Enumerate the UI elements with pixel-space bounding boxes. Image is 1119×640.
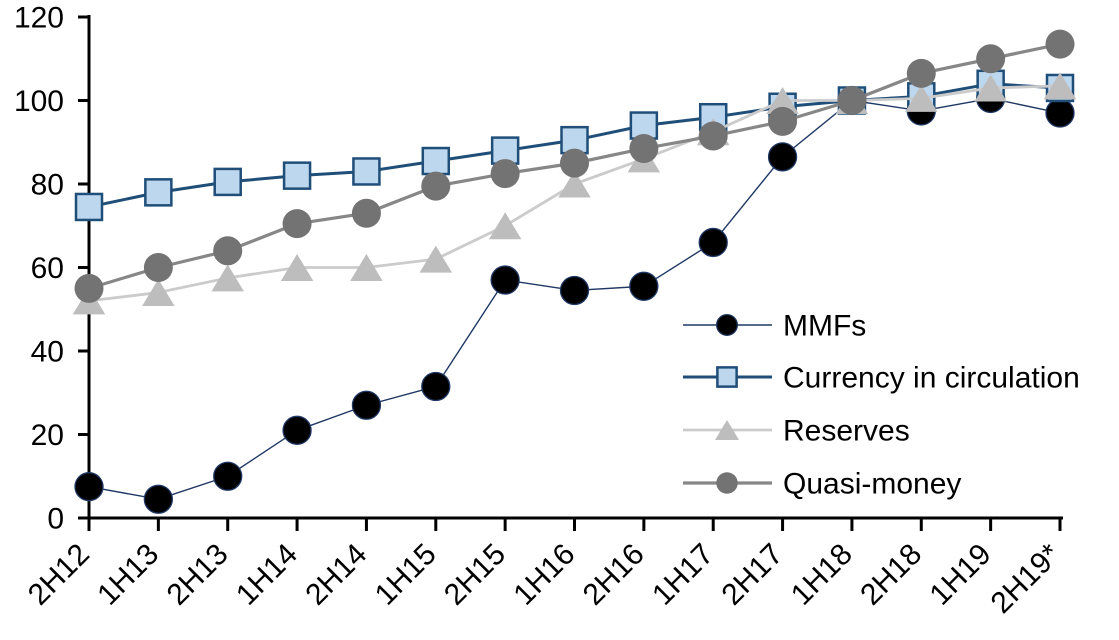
quasi-money-marker: [490, 159, 520, 189]
quasi-money-legend-marker: [716, 472, 738, 494]
currency-in-circulation-marker: [282, 161, 312, 190]
mmfs-legend-label: MMFs: [783, 310, 866, 343]
quasi-money-marker: [560, 148, 589, 178]
y-axis-label: 100: [14, 85, 64, 118]
quasi-money-marker: [976, 44, 1006, 74]
x-axis: 2H121H132H131H142H141H152H151H162H161H17…: [22, 516, 1068, 620]
mmfs-marker: [282, 415, 312, 445]
quasi-money-marker: [629, 134, 659, 164]
x-axis-label-2h13: 2H13: [161, 538, 235, 612]
reserves-marker: [211, 264, 244, 292]
x-axis-label-2h17: 2H17: [715, 538, 789, 612]
mmfs-marker: [351, 390, 382, 420]
currency-in-circulation-legend-marker: [716, 366, 738, 388]
series-quasi-money: [74, 29, 1075, 303]
reserves-marker: [350, 254, 383, 281]
y-axis-label: 80: [31, 169, 64, 202]
y-axis: 0 20 40 60 80 100 120: [14, 2, 91, 536]
series-mmfs: [74, 83, 1075, 514]
x-axis-label-1h13: 1H13: [91, 538, 165, 612]
legend-item-reserves: Reserves: [683, 415, 910, 448]
quasi-money-legend-label: Quasi-money: [783, 468, 961, 501]
mmfs-marker: [74, 472, 104, 502]
reserves-marker: [974, 74, 1007, 102]
quasi-money-marker: [837, 86, 867, 115]
legend-item-quasi-money: Quasi-money: [683, 468, 961, 501]
x-axis-label-2h14: 2H14: [299, 538, 373, 612]
legend: MMFs Currency in circulation Reserves Quasi…: [683, 310, 1080, 501]
reserves-marker: [558, 170, 591, 198]
reserves-legend-marker: [714, 420, 740, 440]
x-axis-label-1h16: 1H16: [507, 538, 581, 612]
mmfs-marker: [490, 265, 520, 295]
legend-item-currency-in-circulation: Currency in circulation: [683, 362, 1080, 395]
currency-in-circulation-marker: [352, 157, 381, 186]
reserves-marker: [766, 87, 799, 114]
quasi-money-marker: [698, 121, 728, 151]
currency-in-circulation-marker: [421, 146, 451, 176]
x-axis-label-1h15: 1H15: [369, 538, 443, 612]
mmfs-marker: [629, 271, 659, 301]
mmfs-marker: [421, 371, 451, 402]
mmfs-marker: [1045, 98, 1075, 128]
reserves-marker: [280, 254, 314, 281]
reserves-marker: [419, 245, 453, 273]
quasi-money-marker: [213, 236, 243, 266]
x-axis-label-2h16: 2H16: [577, 538, 651, 612]
reserves-marker: [905, 84, 938, 112]
currency-in-circulation-marker: [74, 192, 104, 222]
y-axis-label: 60: [31, 252, 64, 285]
x-axis-label-1h18: 1H18: [785, 538, 859, 612]
mmfs-marker: [213, 461, 243, 491]
currency-in-circulation-legend-label: Currency in circulation: [783, 362, 1080, 395]
y-axis-label: 40: [31, 336, 64, 369]
mmfs-legend-marker: [715, 313, 739, 337]
quasi-money-marker: [351, 198, 381, 228]
x-axis-label-1h17: 1H17: [646, 538, 720, 612]
reserves-marker: [1043, 72, 1077, 100]
reserves-legend-label: Reserves: [783, 415, 910, 448]
legend-item-mmfs: MMFs: [683, 310, 866, 343]
x-axis-label-2h15: 2H15: [438, 538, 512, 612]
mmfs-marker: [559, 275, 590, 306]
currency-in-circulation-marker: [144, 178, 173, 207]
y-axis-label: 20: [31, 419, 64, 452]
quasi-money-marker: [1045, 29, 1075, 59]
quasi-money-marker: [74, 273, 104, 303]
x-axis-label-1h14: 1H14: [230, 538, 304, 612]
currency-in-circulation-marker: [213, 167, 242, 197]
quasi-money-marker: [768, 106, 798, 136]
x-axis-label-2h19: 2H19*: [985, 537, 1068, 620]
quasi-money-marker: [906, 58, 936, 88]
x-axis-label-2h18: 2H18: [854, 538, 928, 612]
quasi-money-marker: [421, 171, 451, 201]
x-axis-label-2h12: 2H12: [22, 538, 96, 612]
x-axis-label-1h19: 1H19: [924, 538, 998, 612]
mmfs-marker: [767, 142, 798, 172]
y-axis-label: 120: [14, 2, 64, 35]
mmfs-marker: [143, 484, 174, 514]
reserves-marker: [488, 212, 522, 240]
quasi-money-marker: [282, 209, 312, 239]
reserves-marker: [142, 279, 175, 307]
y-axis-label: 0: [47, 503, 64, 536]
quasi-money-marker: [143, 253, 173, 282]
mmfs-marker: [698, 227, 728, 258]
